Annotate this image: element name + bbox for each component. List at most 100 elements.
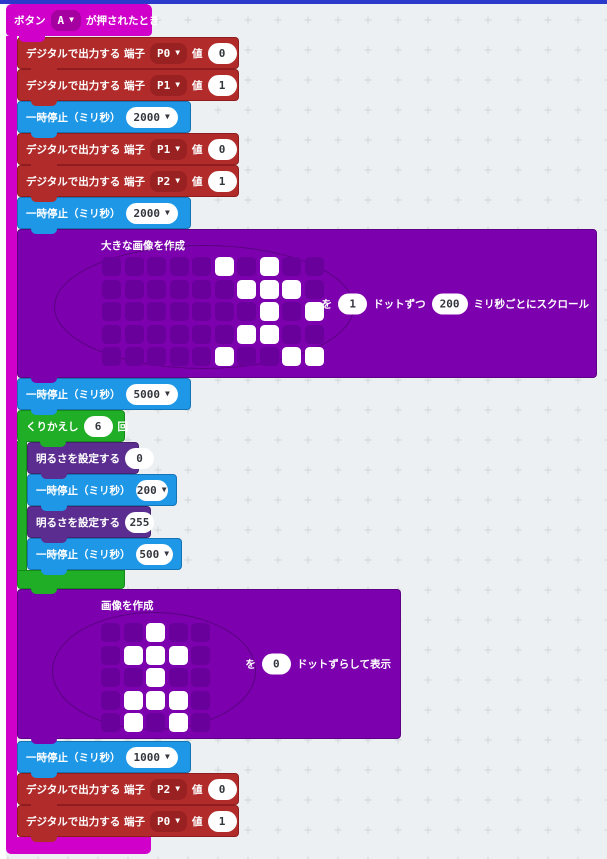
led-cell[interactable] [192,324,211,344]
led-cell[interactable] [101,645,120,665]
value-input[interactable]: 1 [207,170,237,192]
pause-duration-dropdown[interactable]: 5000 ▼ [125,383,178,405]
led-cell[interactable] [169,324,189,344]
pause-duration-dropdown[interactable]: 500 ▼ [135,543,173,565]
led-cell[interactable] [237,347,256,366]
led-cell[interactable] [304,257,324,276]
led-cell[interactable] [214,257,234,276]
led-cell[interactable] [237,279,256,299]
value-input[interactable]: 0 [207,778,237,800]
led-cell[interactable] [259,302,279,321]
led-cell[interactable] [147,279,166,299]
led-cell[interactable] [169,302,189,321]
led-cell[interactable] [214,279,234,299]
led-cell[interactable] [168,623,188,642]
led-cell[interactable] [102,257,121,276]
event-block-bottom-bar[interactable] [6,837,151,854]
led-cell[interactable] [101,668,120,687]
led-cell[interactable] [169,347,189,366]
led-cell[interactable] [101,623,120,642]
led-cell[interactable] [147,347,166,366]
pause-duration-dropdown[interactable]: 2000 ▼ [125,106,178,128]
digital-write-block[interactable]: デジタルで出力する 端子 P2 ▼ 値 1 [17,165,239,202]
led-cell[interactable] [168,668,188,687]
led-cell[interactable] [214,302,234,321]
led-cell[interactable] [146,668,165,687]
value-input[interactable]: 1 [207,810,237,832]
led-cell[interactable] [259,257,279,276]
led-cell[interactable] [147,324,166,344]
led-cell[interactable] [282,302,301,321]
led-cell[interactable] [304,302,324,321]
digital-write-block[interactable]: デジタルで出力する 端子 P1 ▼ 値 0 [17,133,239,170]
led-cell[interactable] [191,645,210,665]
led-cell[interactable] [192,302,211,321]
event-block-left-bar[interactable] [6,36,17,837]
pause-duration-dropdown[interactable]: 1000 ▼ [125,746,178,768]
pin-dropdown[interactable]: P1 ▼ [149,74,188,96]
led-cell[interactable] [282,279,301,299]
led-cell[interactable] [124,257,144,276]
led-cell[interactable] [214,347,234,366]
show-image-block[interactable]: 画像を作成 を 0 ドットずらして表示 [17,589,401,744]
led-cell[interactable] [146,645,165,665]
pin-dropdown[interactable]: P2 ▼ [149,170,188,192]
led-cell[interactable] [259,324,279,344]
led-cell[interactable] [102,279,121,299]
led-cell[interactable] [124,347,144,366]
led-cell[interactable] [282,257,301,276]
led-cell[interactable] [191,623,210,642]
led-cell[interactable] [101,713,120,732]
led-cell[interactable] [124,279,144,299]
led-cell[interactable] [146,623,165,642]
led-cell[interactable] [259,279,279,299]
value-input[interactable]: 0 [207,42,237,64]
pause-block[interactable]: 一時停止（ミリ秒） 500 ▼ [27,538,182,575]
led-cell[interactable] [214,324,234,344]
pause-block[interactable]: 一時停止（ミリ秒） 2000 ▼ [17,101,191,138]
value-input[interactable]: 0 [207,138,237,160]
repeat-block-left-bar[interactable] [17,441,27,571]
repeat-block-header[interactable]: くりかえし 6 回 [17,410,128,447]
button-dropdown[interactable]: A ▼ [50,9,81,31]
led-cell[interactable] [168,645,188,665]
led-cell[interactable] [123,713,143,732]
set-brightness-block[interactable]: 明るさを設定する 0 [27,442,154,479]
pin-dropdown[interactable]: P0 ▼ [149,42,188,64]
led-cell[interactable] [237,302,256,321]
led-cell[interactable] [191,668,210,687]
led-cell[interactable] [168,713,188,732]
pause-block[interactable]: 一時停止（ミリ秒） 1000 ▼ [17,741,191,778]
led-cell[interactable] [123,668,143,687]
led-cell[interactable] [168,690,188,710]
value-input[interactable]: 1 [207,74,237,96]
scroll-step-input[interactable]: 1 [338,293,368,314]
pause-duration-dropdown[interactable]: 2000 ▼ [125,202,178,224]
led-cell[interactable] [124,324,144,344]
led-cell[interactable] [102,324,121,344]
led-cell[interactable] [123,645,143,665]
set-brightness-block[interactable]: 明るさを設定する 255 [27,506,154,543]
pin-dropdown[interactable]: P2 ▼ [149,778,188,800]
led-cell[interactable] [282,324,301,344]
led-cell[interactable] [123,690,143,710]
pause-duration-dropdown[interactable]: 200 ▼ [135,479,168,501]
pin-dropdown[interactable]: P0 ▼ [149,810,188,832]
led-cell[interactable] [304,279,324,299]
brightness-value-input[interactable]: 255 [125,511,154,533]
pin-dropdown[interactable]: P1 ▼ [149,138,188,160]
led-cell[interactable] [147,257,166,276]
pause-block[interactable]: 一時停止（ミリ秒） 2000 ▼ [17,197,191,234]
pause-block[interactable]: 一時停止（ミリ秒） 5000 ▼ [17,378,191,415]
led-cell[interactable] [191,690,210,710]
led-cell[interactable] [146,690,165,710]
digital-write-block[interactable]: デジタルで出力する 端子 P2 ▼ 値 0 [17,773,239,810]
led-cell[interactable] [237,257,256,276]
led-cell[interactable] [192,279,211,299]
led-cell[interactable] [192,347,211,366]
digital-write-block[interactable]: デジタルで出力する 端子 P0 ▼ 値 0 [17,37,239,74]
led-cell[interactable] [102,347,121,366]
brightness-value-input[interactable]: 0 [125,447,154,469]
pause-block[interactable]: 一時停止（ミリ秒） 200 ▼ [27,474,177,511]
